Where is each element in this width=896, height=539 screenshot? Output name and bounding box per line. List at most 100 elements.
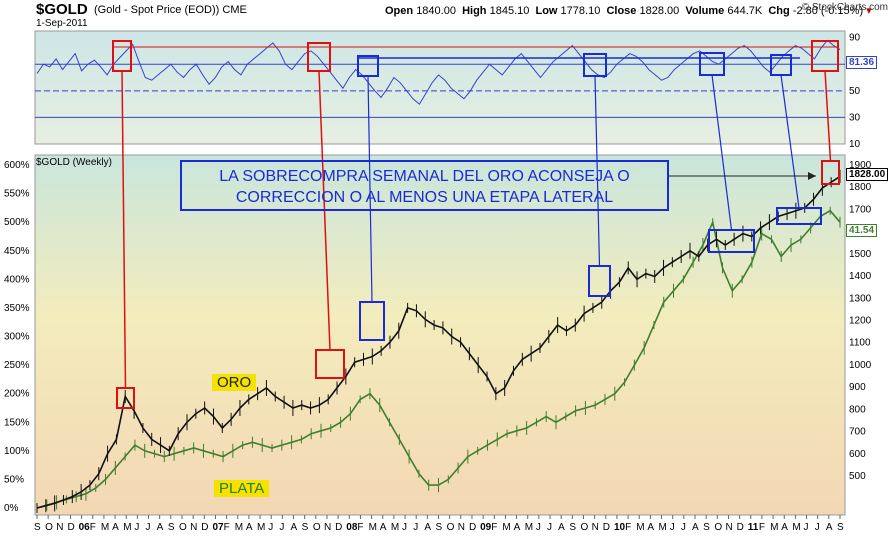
- x-tick-label: N: [725, 522, 732, 533]
- x-tick-label: S: [168, 522, 175, 533]
- x-tick-label: M: [659, 522, 667, 533]
- x-tick-label: A: [647, 522, 654, 533]
- rsi-pane: [34, 30, 846, 145]
- percent-tick-label: 550%: [4, 189, 30, 200]
- overbought-connector: [121, 70, 127, 389]
- x-tick-label: 10: [614, 522, 626, 533]
- x-tick-label: D: [335, 522, 342, 533]
- x-tick-label: D: [469, 522, 476, 533]
- price-tick-label: 600: [849, 449, 866, 460]
- x-tick-label: J: [146, 522, 151, 533]
- x-tick-label: D: [67, 522, 74, 533]
- symbol-description: (Gold - Spot Price (EOD)) CME: [94, 4, 247, 16]
- x-tick-label: N: [458, 522, 465, 533]
- x-tick-label: J: [804, 522, 809, 533]
- x-tick-label: S: [34, 522, 41, 533]
- percent-tick-label: 450%: [4, 246, 30, 257]
- x-tick-label: F: [759, 522, 765, 533]
- x-tick-label: M: [636, 522, 644, 533]
- price-tick-label: 500: [849, 471, 866, 482]
- x-tick-label: M: [391, 522, 399, 533]
- x-tick-label: A: [246, 522, 253, 533]
- x-tick-label: A: [157, 522, 164, 533]
- price-tick-label: 1200: [849, 316, 872, 327]
- x-tick-label: J: [681, 522, 686, 533]
- x-tick-label: J: [670, 522, 675, 533]
- price-tick-label: 1500: [849, 249, 872, 260]
- percent-tick-label: 400%: [4, 274, 30, 285]
- x-tick-label: J: [815, 522, 820, 533]
- x-tick-label: 07: [212, 522, 224, 533]
- price-tick-label: 1900: [849, 160, 872, 171]
- rsi-tick-label: 10: [849, 139, 861, 150]
- percent-tick-label: 150%: [4, 417, 30, 428]
- x-tick-label: J: [134, 522, 139, 533]
- x-tick-label: A: [514, 522, 521, 533]
- x-tick-label: F: [357, 522, 363, 533]
- overbought-connector: [824, 70, 832, 162]
- callout-box: LA SOBRECOMPRA SEMANAL DEL ORO ACONSEJA …: [180, 160, 669, 211]
- x-tick-label: N: [190, 522, 197, 533]
- x-tick-label: A: [826, 522, 833, 533]
- x-tick-label: J: [268, 522, 273, 533]
- x-tick-label: S: [569, 522, 576, 533]
- x-tick-label: N: [324, 522, 331, 533]
- x-tick-label: D: [737, 522, 744, 533]
- callout-line-2: CORRECCION O AL MENOS UNA ETAPA LATERAL: [235, 189, 614, 206]
- x-tick-label: A: [424, 522, 431, 533]
- gold-label: ORO: [212, 374, 257, 391]
- percent-tick-label: 100%: [4, 446, 30, 457]
- symbol: $GOLD: [36, 1, 88, 18]
- x-tick-label: S: [302, 522, 309, 533]
- rsi-tick-label: 90: [849, 33, 861, 44]
- price-tick-label: 1300: [849, 293, 872, 304]
- x-tick-label: F: [90, 522, 96, 533]
- percent-tick-label: 300%: [4, 332, 30, 343]
- chart-header: $GOLD (Gold - Spot Price (EOD)) CME 1-Se…: [0, 0, 896, 30]
- x-tick-label: F: [491, 522, 497, 533]
- x-tick-label: F: [625, 522, 631, 533]
- x-tick-label: 08: [346, 522, 358, 533]
- stockcharts-logo: © StockCharts.com: [801, 2, 888, 13]
- rsi-current-value: 81.36: [846, 56, 878, 69]
- chart-date: 1-Sep-2011: [36, 18, 88, 29]
- x-tick-label: O: [179, 522, 187, 533]
- x-tick-label: J: [402, 522, 407, 533]
- x-tick-label: M: [101, 522, 109, 533]
- percent-tick-label: 500%: [4, 217, 30, 228]
- price-tick-label: 1800: [849, 182, 872, 193]
- price-tick-label: 1100: [849, 338, 871, 349]
- price-tick-label: 900: [849, 382, 866, 393]
- price-tick-label: 1000: [849, 360, 872, 371]
- peak-connector: [711, 74, 733, 231]
- x-tick-label: O: [447, 522, 455, 533]
- x-tick-label: M: [770, 522, 778, 533]
- x-tick-label: N: [56, 522, 63, 533]
- percent-tick-label: 0%: [4, 503, 19, 514]
- x-tick-label: O: [580, 522, 588, 533]
- x-tick-label: J: [536, 522, 541, 533]
- x-tick-label: O: [45, 522, 53, 533]
- peak-connector: [367, 75, 373, 303]
- price-tick-label: 1400: [849, 271, 872, 282]
- rsi-tick-label: 50: [849, 86, 861, 97]
- gold-series: [36, 175, 841, 509]
- x-tick-label: O: [714, 522, 722, 533]
- percent-tick-label: 350%: [4, 303, 30, 314]
- x-tick-label: J: [413, 522, 418, 533]
- price-tick-label: 700: [849, 427, 866, 438]
- x-tick-label: M: [257, 522, 265, 533]
- percent-tick-label: 50%: [4, 474, 24, 485]
- x-tick-label: S: [703, 522, 710, 533]
- x-tick-label: M: [123, 522, 131, 533]
- x-tick-label: M: [235, 522, 243, 533]
- x-tick-label: J: [547, 522, 552, 533]
- peak-connector: [780, 74, 800, 209]
- percent-tick-label: 200%: [4, 389, 30, 400]
- x-tick-label: N: [592, 522, 599, 533]
- x-tick-label: M: [369, 522, 377, 533]
- percent-tick-label: 250%: [4, 360, 30, 371]
- x-tick-label: A: [291, 522, 298, 533]
- gold-current-value: 1828.00: [846, 168, 889, 181]
